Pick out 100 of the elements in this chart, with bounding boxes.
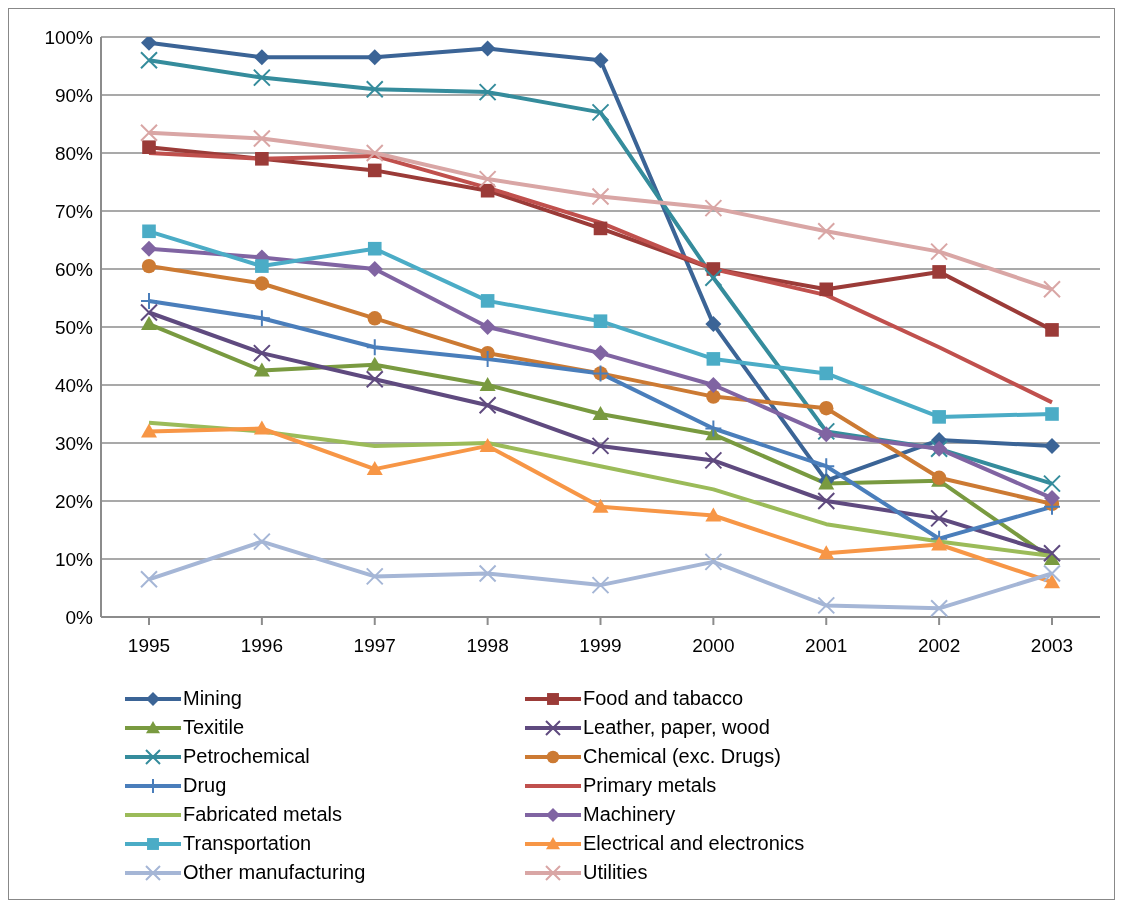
point — [479, 437, 496, 452]
y-tick-label: 100% — [44, 26, 94, 48]
point — [817, 492, 836, 510]
point — [592, 406, 609, 420]
y-tick-label: 30% — [54, 432, 94, 454]
y-tick-label: 70% — [54, 200, 94, 222]
point — [591, 103, 610, 122]
x-tick-label: 2001 — [805, 635, 848, 657]
point — [478, 83, 497, 102]
point — [252, 129, 271, 148]
point — [366, 49, 383, 66]
point — [140, 51, 158, 70]
point — [931, 536, 948, 551]
point — [479, 377, 496, 391]
point — [142, 224, 156, 239]
point — [817, 222, 836, 241]
x-tick-label: 1999 — [579, 635, 622, 657]
point — [141, 37, 157, 51]
point — [705, 377, 722, 393]
point — [366, 356, 383, 371]
point — [1044, 574, 1060, 589]
legend-label: Texitile — [183, 716, 245, 739]
point — [367, 241, 382, 256]
point — [255, 259, 269, 273]
point — [479, 319, 496, 335]
point — [932, 265, 946, 279]
x-tick-label: 2000 — [692, 635, 735, 657]
legend-label: Chemical (exc. Drugs) — [583, 745, 781, 768]
point — [478, 564, 497, 583]
point — [592, 498, 609, 513]
point — [705, 316, 722, 333]
point — [141, 258, 157, 274]
point — [1043, 280, 1061, 299]
point — [252, 68, 271, 87]
x-tick-label: 1995 — [127, 635, 171, 657]
point — [704, 419, 723, 438]
x-tick-label: 2002 — [917, 635, 961, 657]
legend-label: Other manufacturing — [183, 861, 366, 884]
point — [255, 152, 269, 166]
y-tick-label: 80% — [54, 142, 94, 164]
point — [140, 303, 158, 322]
point — [254, 276, 270, 291]
point — [252, 344, 271, 363]
legend-label: Transportation — [183, 832, 312, 855]
point — [141, 240, 157, 257]
point — [930, 242, 949, 261]
point — [367, 163, 382, 178]
point — [817, 596, 836, 615]
point — [591, 576, 610, 595]
point — [819, 366, 834, 381]
point — [1043, 564, 1061, 583]
point — [479, 40, 496, 57]
legend-label: Petrochemical — [183, 745, 310, 768]
legend-label: Primary metals — [583, 774, 717, 797]
point — [253, 362, 270, 377]
x-tick-label: 1997 — [353, 635, 396, 657]
y-tick-label: 20% — [54, 490, 94, 512]
point — [704, 199, 723, 218]
point — [593, 221, 608, 236]
x-tick-label: 1998 — [466, 635, 509, 657]
point — [704, 451, 723, 470]
y-tick-label: 40% — [54, 374, 94, 396]
point — [591, 436, 610, 455]
point — [930, 509, 949, 528]
point — [592, 52, 609, 69]
point — [819, 401, 834, 416]
point — [706, 389, 721, 404]
point — [706, 352, 721, 366]
legend-label: Machinery — [583, 803, 676, 826]
legend-label: Drug — [183, 774, 227, 797]
point — [365, 144, 384, 162]
legend-label: Fabricated metals — [183, 803, 342, 826]
point — [480, 183, 495, 198]
point — [704, 552, 723, 571]
point — [367, 311, 382, 326]
point — [365, 80, 384, 99]
point — [1044, 437, 1060, 454]
legend-label: Electrical and electronics — [583, 832, 805, 855]
point — [705, 507, 722, 522]
point — [1045, 323, 1059, 337]
point — [817, 457, 836, 476]
point — [253, 49, 270, 66]
point — [1043, 544, 1061, 563]
point — [142, 140, 156, 154]
point — [593, 314, 608, 328]
point — [818, 426, 835, 443]
y-tick-label: 50% — [54, 316, 94, 338]
point — [1044, 490, 1060, 507]
point — [365, 370, 384, 389]
point — [591, 187, 610, 206]
point — [932, 410, 946, 424]
point — [141, 316, 157, 331]
point — [366, 461, 383, 476]
y-tick-label: 90% — [54, 84, 94, 106]
y-tick-label: 60% — [54, 258, 94, 280]
point — [141, 423, 157, 438]
point — [478, 396, 497, 415]
legend-label: Mining — [183, 687, 242, 710]
point — [478, 170, 497, 189]
point — [252, 309, 271, 328]
